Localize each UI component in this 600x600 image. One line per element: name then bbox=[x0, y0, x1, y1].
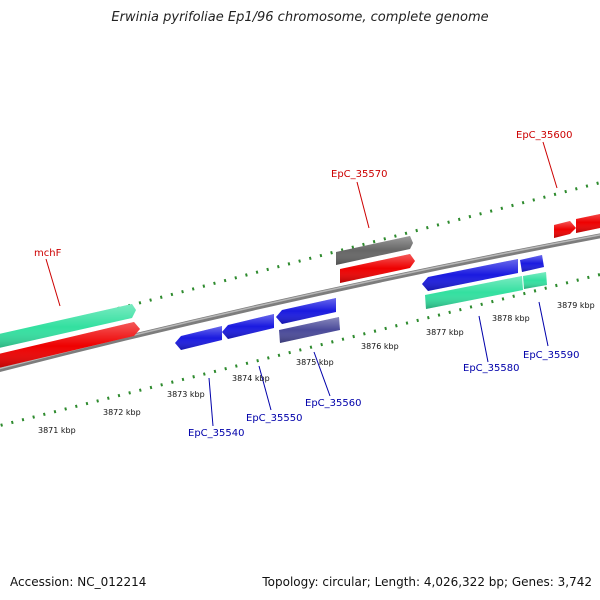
EpC_35600-gene-red-small[interactable] bbox=[554, 221, 576, 238]
gene-label-EpC_35570[interactable]: EpC_35570 bbox=[331, 169, 387, 180]
EpC_35580-gene-mint[interactable] bbox=[425, 276, 523, 309]
scale-label-3873: 3873 kbp bbox=[167, 390, 205, 399]
gene-label-EpC_35540[interactable]: EpC_35540 bbox=[188, 428, 244, 439]
accession-label: Accession: NC_012214 bbox=[10, 575, 147, 589]
scale-label-3879: 3879 kbp bbox=[557, 301, 595, 310]
mchF-gene-mint[interactable] bbox=[0, 304, 136, 350]
scale-label-3878: 3878 kbp bbox=[492, 314, 530, 323]
EpC_35580-leader bbox=[478, 315, 489, 363]
genome-backbone bbox=[0, 233, 600, 373]
scale-label-3871: 3871 kbp bbox=[38, 426, 76, 435]
EpC_35570-gene-red[interactable] bbox=[340, 254, 415, 283]
gene-label-EpC_35600[interactable]: EpC_35600 bbox=[516, 130, 572, 141]
EpC_35580-gene-blue[interactable] bbox=[422, 259, 518, 291]
EpC_35570-leader bbox=[356, 181, 370, 229]
EpC_35600-gene-red[interactable] bbox=[576, 212, 600, 233]
scale-label-3874: 3874 kbp bbox=[232, 374, 270, 383]
mchF-gene-red[interactable] bbox=[0, 322, 140, 370]
EpC_35550-leader bbox=[258, 365, 272, 411]
gene-label-EpC_35580[interactable]: EpC_35580 bbox=[463, 363, 519, 374]
gene-label-EpC_35550[interactable]: EpC_35550 bbox=[246, 413, 302, 424]
upper-tick-track bbox=[0, 181, 600, 341]
gene-label-mchF[interactable]: mchF bbox=[34, 248, 62, 259]
EpC_35560-gene-blue[interactable] bbox=[276, 298, 336, 324]
lower-tick-track bbox=[0, 272, 600, 428]
mchF-leader bbox=[45, 258, 61, 307]
genome-summary-label: Topology: circular; Length: 4,026,322 bp… bbox=[262, 575, 592, 589]
EpC_35560-leader bbox=[313, 351, 331, 397]
gene-label-EpC_35590[interactable]: EpC_35590 bbox=[523, 350, 579, 361]
scale-label-3872: 3872 kbp bbox=[103, 408, 141, 417]
scale-label-3876: 3876 kbp bbox=[361, 342, 399, 351]
EpC_35540-leader bbox=[208, 377, 214, 427]
EpC_35550-gene[interactable] bbox=[222, 314, 274, 339]
EpC_35590-gene-mint[interactable] bbox=[523, 272, 547, 289]
gene-label-EpC_35560[interactable]: EpC_35560 bbox=[305, 398, 361, 409]
EpC_35560-gene-slate[interactable] bbox=[279, 317, 340, 343]
EpC_35570-gene-gray[interactable] bbox=[336, 236, 413, 265]
EpC_35590-gene-blue[interactable] bbox=[520, 255, 544, 272]
scale-label-3877: 3877 kbp bbox=[426, 328, 464, 337]
EpC_35590-leader bbox=[538, 301, 549, 347]
EpC_35600-leader bbox=[542, 141, 558, 189]
map-title: Erwinia pyrifoliae Ep1/96 chromosome, co… bbox=[111, 10, 489, 25]
scale-label-3875: 3875 kbp bbox=[296, 358, 334, 367]
EpC_35540-gene[interactable] bbox=[175, 326, 222, 350]
